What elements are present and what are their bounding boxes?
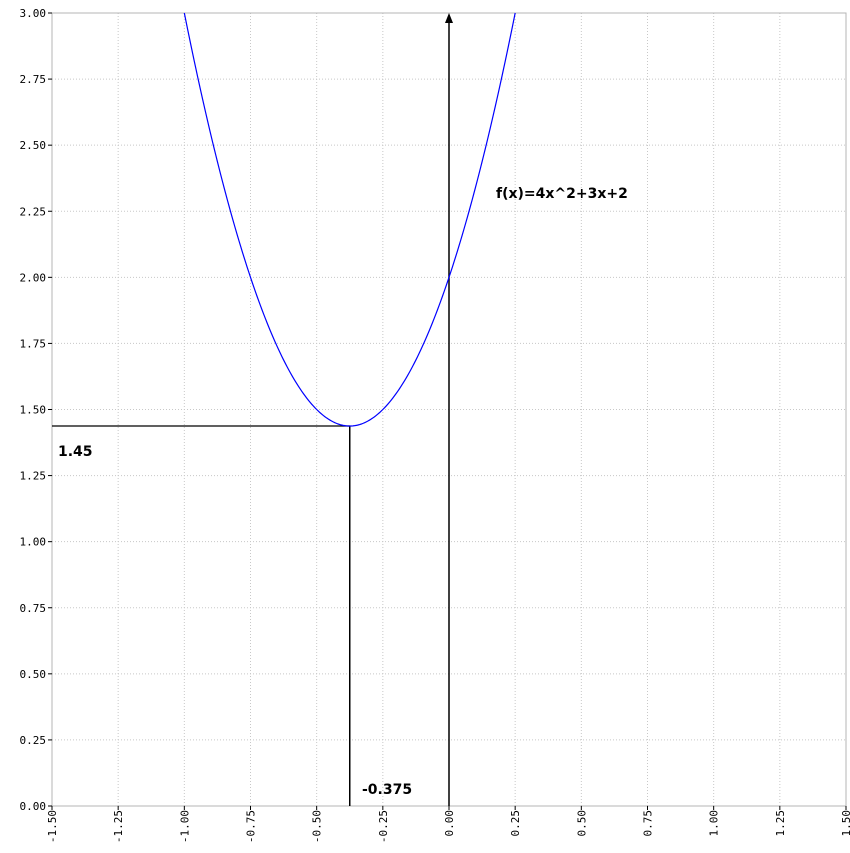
function-label: f(x)=4x^2+3x+2: [496, 186, 628, 202]
x-tick-label: -0.75: [245, 810, 258, 843]
y-tick-label: 0.00: [20, 800, 47, 813]
x-tick-label: -1.00: [178, 810, 191, 843]
vertex-guides: [52, 425, 351, 806]
y-tick-label: 0.25: [20, 734, 47, 747]
vertex-y-label: 1.45: [58, 444, 93, 460]
x-tick-label: 0.75: [642, 810, 655, 837]
x-tick-label: -0.25: [377, 810, 390, 843]
y-tick-label: 3.00: [20, 7, 47, 20]
x-tick-label: -1.25: [112, 810, 125, 843]
vertex-x-label: -0.375: [362, 782, 412, 798]
x-tick-label: 0.25: [509, 810, 522, 837]
x-tick-label: 1.00: [708, 810, 721, 837]
x-tick-label: -0.50: [311, 810, 324, 843]
x-tick-label: 0.50: [575, 810, 588, 837]
x-tick-label: 0.00: [443, 810, 456, 837]
y-tick-label: 2.50: [20, 139, 47, 152]
series-curve: [183, 12, 516, 427]
tick-labels: 0.00 0.25 0.50 0.75 1.00 1.25 1.50 1.75 2.00 2.25…: [20, 7, 850, 843]
y-tick-label: 2.25: [20, 205, 47, 218]
y-tick-label: 0.75: [20, 602, 47, 615]
y-tick-label: 1.50: [20, 404, 47, 417]
y-tick-label: 1.25: [20, 470, 47, 483]
x-tick-label: -1.50: [46, 810, 59, 843]
y-axis-arrowhead: [445, 13, 453, 23]
x-tick-label: 1.25: [774, 810, 787, 837]
y-tick-label: 2.00: [20, 271, 47, 284]
y-tick-label: 1.75: [20, 337, 47, 350]
y-tick-label: 2.75: [20, 73, 47, 86]
x-tick-label: 1.50: [840, 810, 850, 837]
y-tick-label: 1.00: [20, 536, 47, 549]
axes: [445, 13, 453, 806]
series: [183, 12, 516, 427]
y-tick-label: 0.50: [20, 668, 47, 681]
